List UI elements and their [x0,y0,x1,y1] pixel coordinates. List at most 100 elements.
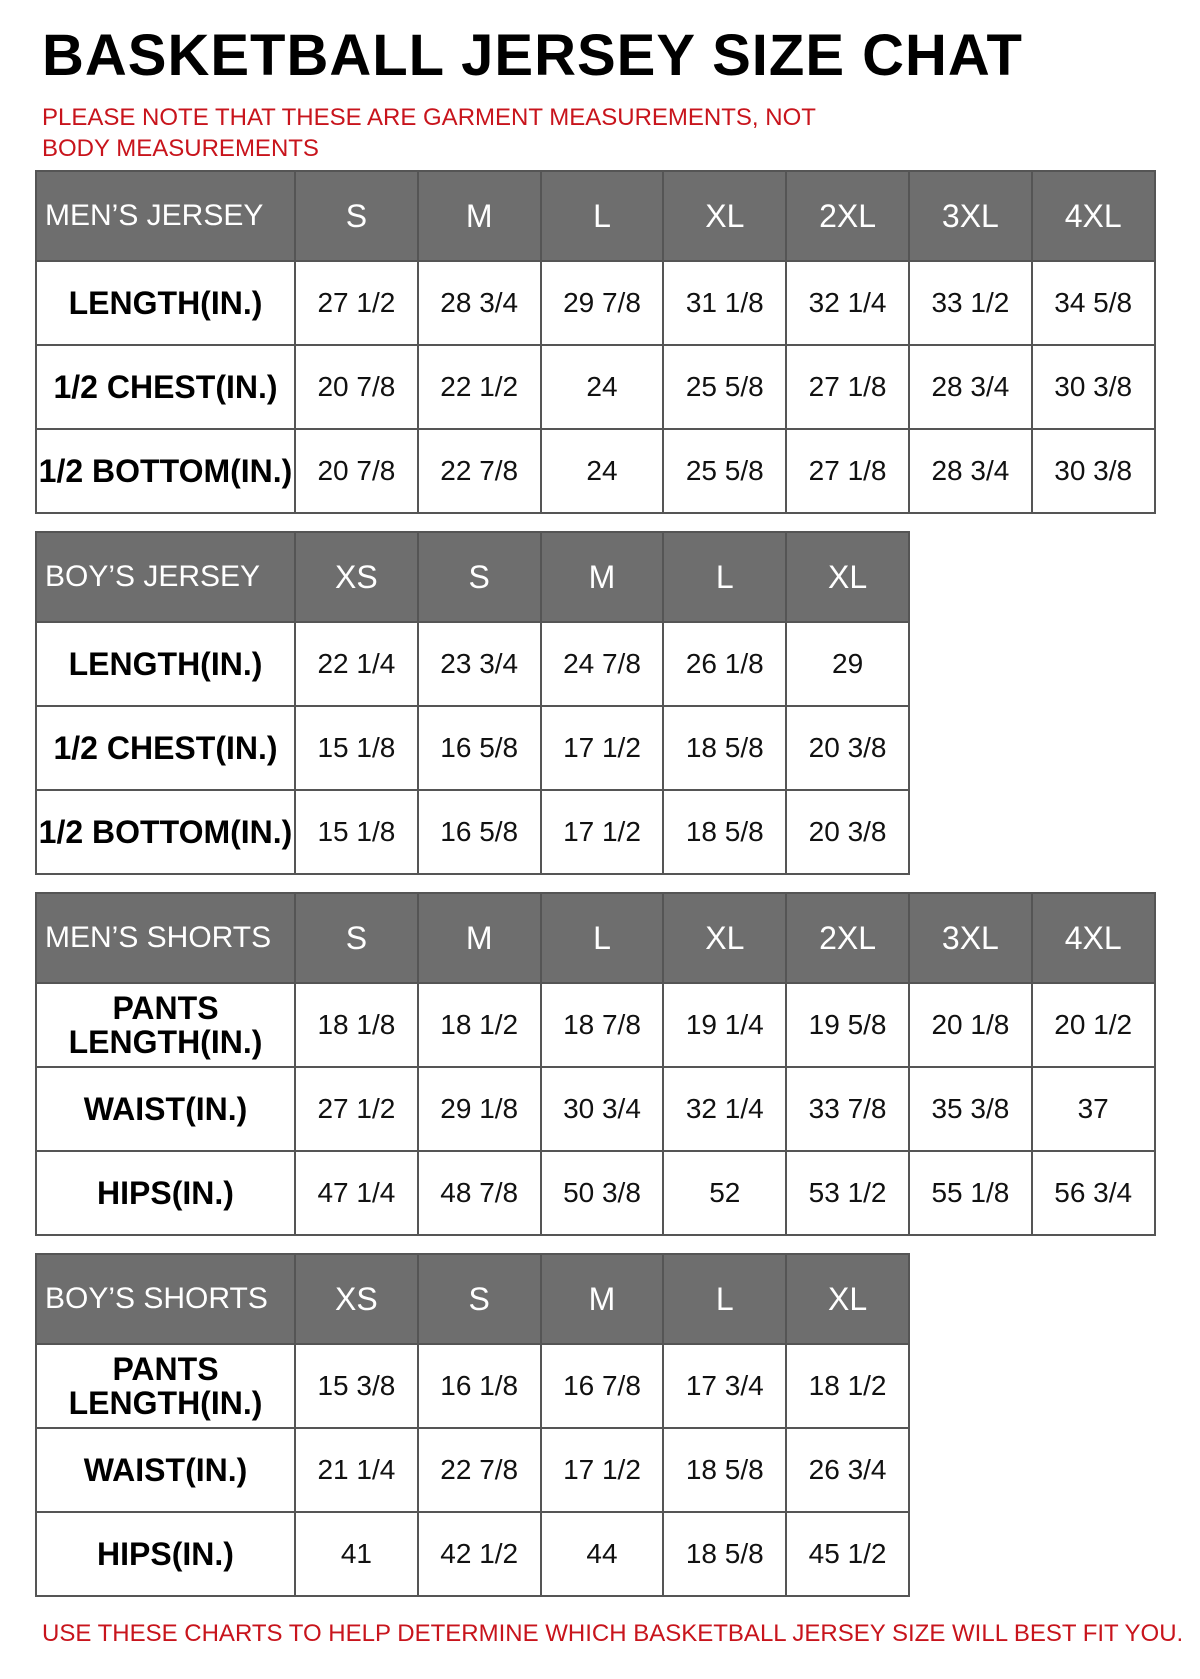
measurement-value: 18 5/8 [662,789,788,875]
size-header: L [539,170,665,262]
measurement-value: 20 3/8 [785,789,910,875]
measurement-value: 41 [294,1511,419,1597]
table-row: 1/2 BOTTOM(IN.) 20 7/8 22 7/8 24 25 5/8 27 1/… [35,428,1156,514]
size-header: XL [662,892,788,984]
garment-measurement-note: PLEASE NOTE THAT THESE ARE GARMENT MEASU… [42,104,816,162]
measurement-value: 45 1/2 [785,1511,910,1597]
measurement-value: 27 1/2 [294,260,419,346]
table-row: LENGTH(IN.) 22 1/4 23 3/4 24 7/8 26 1/8 29 [35,621,910,707]
measurement-value: 27 1/8 [785,344,910,430]
measurement-value: 16 7/8 [539,1343,665,1429]
measurement-value: 33 1/2 [907,260,1033,346]
measurement-value: 32 1/4 [662,1066,788,1152]
measurement-label: HIPS(IN.) [35,1511,296,1597]
measurement-value: 18 7/8 [539,982,665,1068]
measurement-label: WAIST(IN.) [35,1066,296,1152]
measurement-value: 35 3/8 [907,1066,1033,1152]
size-header: 2XL [785,892,910,984]
size-header: S [416,1253,542,1345]
size-header: XS [294,1253,419,1345]
measurement-value: 20 7/8 [294,428,419,514]
measurement-value: 22 7/8 [416,1427,542,1513]
table-row: 1/2 CHEST(IN.) 15 1/8 16 5/8 17 1/2 18 5/8 20… [35,705,910,791]
measurement-value: 25 5/8 [662,428,788,514]
size-header: 4XL [1030,892,1156,984]
measurement-value: 18 1/8 [294,982,419,1068]
size-header: XL [662,170,788,262]
table-heading: MEN’S JERSEY [35,170,296,262]
measurement-value: 26 1/8 [662,621,788,707]
table-row: PANTS LENGTH(IN.) 15 3/8 16 1/8 16 7/8 17 3/… [35,1343,910,1429]
measurement-value: 18 5/8 [662,1427,788,1513]
measurement-value: 30 3/8 [1030,344,1156,430]
measurement-value: 20 7/8 [294,344,419,430]
measurement-value: 30 3/4 [539,1066,665,1152]
measurement-value: 19 1/4 [662,982,788,1068]
measurement-value: 47 1/4 [294,1150,419,1236]
size-header: 3XL [907,892,1033,984]
header-row: BOY’S JERSEY XS S M L XL [35,531,910,623]
table-heading: BOY’S SHORTS [35,1253,296,1345]
table-row: HIPS(IN.) 41 42 1/2 44 18 5/8 45 1/2 [35,1511,910,1597]
measurement-value: 17 1/2 [539,789,665,875]
measurement-value: 29 [785,621,910,707]
table-row: WAIST(IN.) 21 1/4 22 7/8 17 1/2 18 5/8 26 3/4 [35,1427,910,1513]
measurement-value: 31 1/8 [662,260,788,346]
measurement-value: 56 3/4 [1030,1150,1156,1236]
footer-note: USE THESE CHARTS TO HELP DETERMINE WHICH… [42,1620,1184,1647]
size-header: S [294,892,419,984]
measurement-label: PANTS LENGTH(IN.) [35,982,296,1068]
measurement-value: 24 [539,428,665,514]
table-row: PANTS LENGTH(IN.) 18 1/8 18 1/2 18 7/8 19 1/… [35,982,1156,1068]
table-row: WAIST(IN.) 27 1/2 29 1/8 30 3/4 32 1/4 33 7/8… [35,1066,1156,1152]
measurement-value: 28 3/4 [907,428,1033,514]
size-header: XL [785,1253,910,1345]
measurement-value: 28 3/4 [416,260,542,346]
measurement-value: 20 1/8 [907,982,1033,1068]
size-table-boy-s-shorts: BOY’S SHORTS XS S M L XL PANTS LENGTH(IN.) 15 3… [35,1253,910,1597]
measurement-value: 16 5/8 [416,705,542,791]
table-row: LENGTH(IN.) 27 1/2 28 3/4 29 7/8 31 1/8 32 1/… [35,260,1156,346]
size-header: L [662,1253,788,1345]
size-table-men-s-jersey: MEN’S JERSEY S M L XL 2XL 3XL 4XL LENGTH(IN.) 27 … [35,170,1156,514]
measurement-value: 25 5/8 [662,344,788,430]
measurement-value: 52 [662,1150,788,1236]
measurement-value: 42 1/2 [416,1511,542,1597]
measurement-value: 27 1/2 [294,1066,419,1152]
measurement-value: 32 1/4 [785,260,910,346]
measurement-value: 18 5/8 [662,1511,788,1597]
measurement-label: 1/2 BOTTOM(IN.) [35,428,296,514]
measurement-value: 27 1/8 [785,428,910,514]
measurement-value: 33 7/8 [785,1066,910,1152]
measurement-value: 53 1/2 [785,1150,910,1236]
size-header: XL [785,531,910,623]
measurement-label: LENGTH(IN.) [35,260,296,346]
measurement-label: PANTS LENGTH(IN.) [35,1343,296,1429]
measurement-value: 26 3/4 [785,1427,910,1513]
size-header: 2XL [785,170,910,262]
table-row: HIPS(IN.) 47 1/4 48 7/8 50 3/8 52 53 1/2 55 1/… [35,1150,1156,1236]
size-header: S [294,170,419,262]
measurement-value: 21 1/4 [294,1427,419,1513]
measurement-value: 18 1/2 [416,982,542,1068]
header-row: MEN’S SHORTS S M L XL 2XL 3XL 4XL [35,892,1156,984]
size-header: M [416,170,542,262]
measurement-label: 1/2 BOTTOM(IN.) [35,789,296,875]
measurement-value: 22 1/4 [294,621,419,707]
measurement-value: 22 1/2 [416,344,542,430]
measurement-value: 15 1/8 [294,789,419,875]
header-row: MEN’S JERSEY S M L XL 2XL 3XL 4XL [35,170,1156,262]
page-title: BASKETBALL JERSEY SIZE CHAT [42,23,1023,88]
measurement-value: 29 7/8 [539,260,665,346]
table-row: 1/2 BOTTOM(IN.) 15 1/8 16 5/8 17 1/2 18 5/8 2… [35,789,910,875]
measurement-value: 17 1/2 [539,1427,665,1513]
measurement-value: 20 3/8 [785,705,910,791]
measurement-label: LENGTH(IN.) [35,621,296,707]
measurement-value: 50 3/8 [539,1150,665,1236]
header-row: BOY’S SHORTS XS S M L XL [35,1253,910,1345]
measurement-value: 17 1/2 [539,705,665,791]
size-header: M [539,1253,665,1345]
size-header: L [662,531,788,623]
size-header: 3XL [907,170,1033,262]
measurement-value: 30 3/8 [1030,428,1156,514]
